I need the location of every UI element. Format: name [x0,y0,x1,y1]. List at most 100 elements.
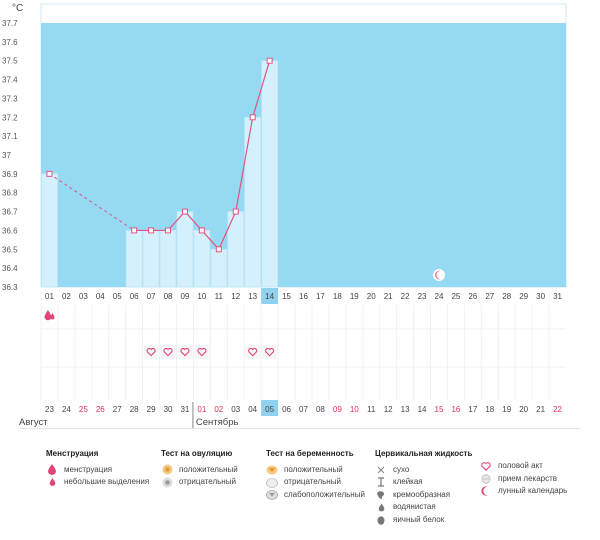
x-axis-cycle-days: 01 02 03 04 05 06 07 08 09 10 11 12 13 14 15 16 17 18 19 20… [45,288,563,304]
temperature-gap-line [49,173,135,231]
calendar-date: 31 [180,405,189,414]
calendar-date: 24 [62,405,71,414]
legend-item: сухо [375,464,472,477]
x-tick-label: 02 [62,292,71,301]
legend-label: положительный [284,464,343,474]
legend-item: слабоположительный [266,489,365,502]
heart-cell [262,345,278,359]
temperature-bar [244,116,262,288]
calendar-date: 01 [197,405,206,414]
x-tick-label: 04 [96,292,105,301]
x-tick-label: 30 [536,292,545,301]
temperature-bar [193,230,211,288]
y-tick-label: 37.6 [2,38,18,47]
calendar-date: 15 [435,405,444,414]
calendar-dates-row: 23 24 25 26 27 28 29 30 31 01 02 03 04 05 06 07 08 09 10 11… [45,400,563,416]
heart-icon [265,347,275,357]
temperature-point [46,170,53,177]
x-tick-label: 11 [215,292,224,301]
y-unit-label: °C [12,3,23,14]
chart-plot-area [40,3,567,288]
y-tick-label: 36.3 [2,283,18,292]
y-tick-label: 36.7 [2,208,18,217]
heart-icon [480,460,492,472]
x-tick-label: 05 [113,292,122,301]
temperature-point [181,208,188,215]
x-tick-label: 20 [367,292,376,301]
calendar-date: 05 [265,405,274,414]
dry-cross-icon [375,464,387,476]
legend-label: слабоположительный [284,489,365,499]
legend-title: Тест на овуляцию [161,449,233,458]
calendar-date: 08 [316,405,325,414]
drop-small-icon [50,313,55,320]
temperature-point [232,208,239,215]
x-tick-label: 22 [401,292,410,301]
calendar-date: 21 [536,405,545,414]
legend-item: водянистая [375,501,472,514]
calendar-date: 25 [79,405,88,414]
heart-icon [248,347,258,357]
legend-item: положительный [266,464,365,477]
legend-other: половой акт прием лекарств лунный календ… [480,460,567,498]
y-tick-label: 37.4 [2,76,18,85]
x-tick-label: 31 [553,292,562,301]
heart-cell [160,345,176,359]
x-tick-label: 21 [384,292,393,301]
x-tick-label: 23 [418,292,427,301]
x-tick-label: 10 [197,292,206,301]
calendar-date: 11 [367,405,376,414]
legend-label: небольшие выделения [64,477,150,486]
ovulation-negative-icon [161,476,173,488]
calendar-date: 16 [451,405,460,414]
drop-large-icon [44,310,52,321]
x-tick-label: 01 [45,292,54,301]
temperature-point [249,114,256,121]
creamy-icon [375,489,387,501]
temperature-point [215,246,222,253]
y-tick-label: 37.1 [2,132,18,141]
temperature-point [198,227,205,234]
legend-label: клейкая [393,477,423,486]
temperature-bar [142,230,160,288]
x-tick-label: 17 [316,292,325,301]
calendar-date: 17 [468,405,477,414]
calendar-date: 14 [418,405,427,414]
legend-label: менструация [64,464,113,474]
temperature-bar [41,173,58,288]
calendar-date: 09 [333,405,342,414]
x-tick-label: 03 [79,292,88,301]
y-tick-label: 36.5 [2,245,18,254]
calendar-date: 06 [282,405,291,414]
calendar-date: 27 [113,405,122,414]
legend-cervical: Цервикальная жидкость сухо клейкая кремо… [375,448,472,526]
lunar-bg [432,269,445,281]
legend-item: половой акт [480,460,567,473]
temperature-chart: 37.7 37.6 37.5 37.4 37.3 37.2 37.1 37 36.9 36.8 36… [2,3,567,428]
x-tick-label: 24 [435,292,444,301]
pregnancy-negative-icon [266,476,278,488]
x-tick-label: 13 [248,292,257,301]
drop-small-icon [46,476,58,488]
today-date-highlight [261,400,279,416]
calendar-date: 29 [147,405,156,414]
month-label: Сентябрь [196,417,239,428]
divider [20,428,580,429]
eggwhite-icon [375,514,387,526]
bars-layer [41,60,278,288]
calendar-date: 18 [485,405,494,414]
calendar-date: 23 [45,405,54,414]
temperature-bar [159,230,177,288]
calendar-date: 03 [231,405,240,414]
calendar-date: 30 [164,405,173,414]
heart-icon [146,347,156,357]
y-tick-label: 37.7 [2,19,18,28]
sticky-icon [375,476,387,488]
legend-label: кремообразная [393,489,451,499]
legend-menstruation: Менструация менструация небольшие выделе… [46,448,149,489]
calendar-date: 10 [350,405,359,414]
legend-item: кремообразная [375,489,472,502]
heart-cell [143,345,159,359]
calendar-date: 12 [384,405,393,414]
calendar-date: 02 [214,405,223,414]
